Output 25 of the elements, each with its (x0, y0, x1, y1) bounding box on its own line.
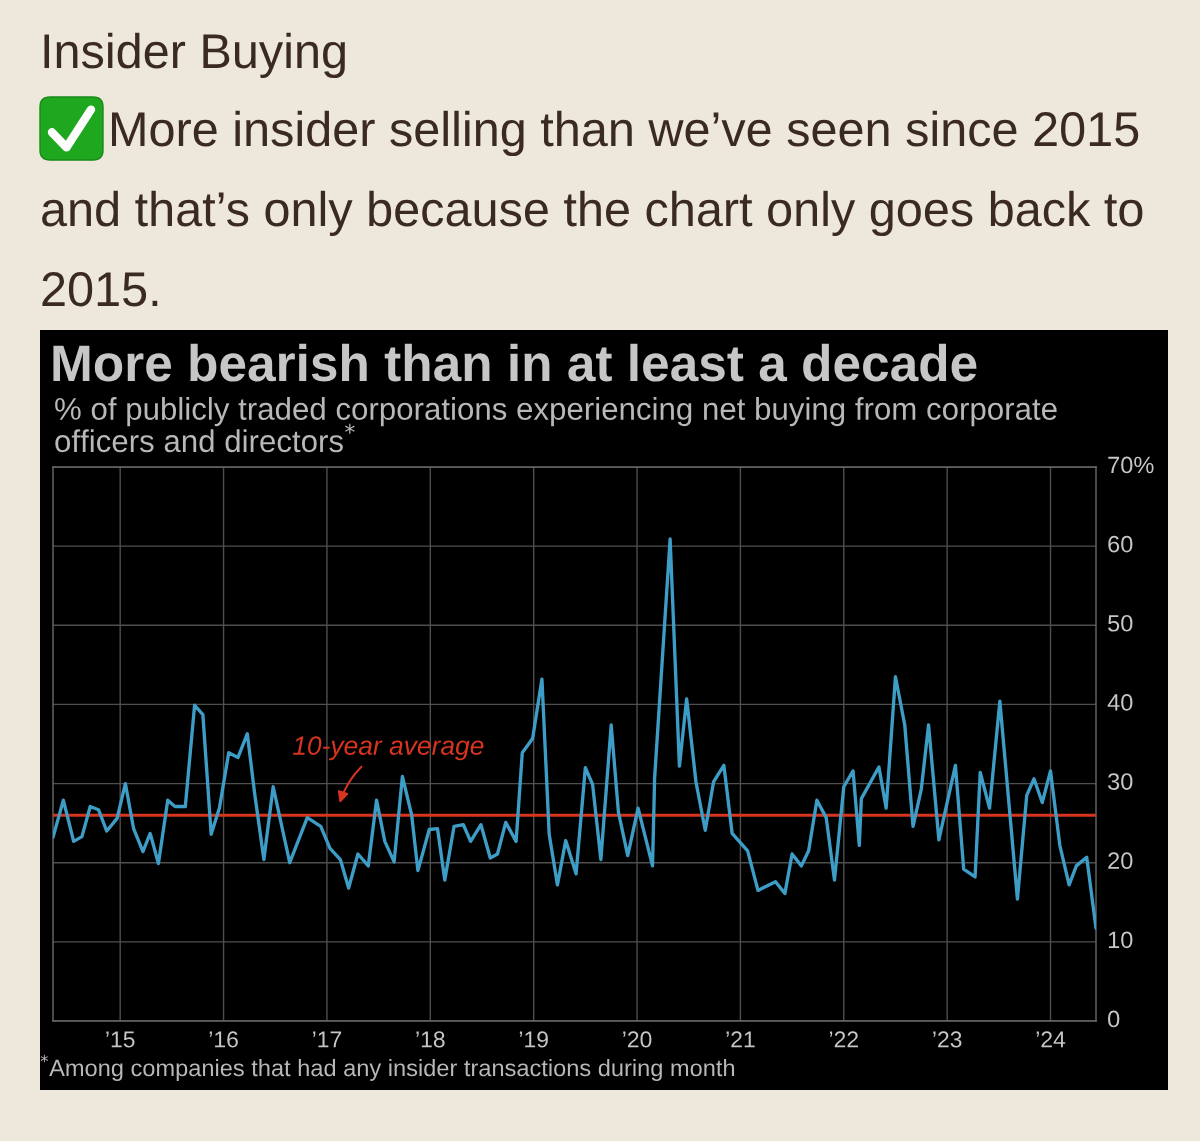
text: $^{*}$Among companies that had any insider transactions during month (40, 1054, 735, 1081)
x-tick-label: ’18 (416, 1031, 445, 1048)
x-tick-label: ’16 (209, 1031, 238, 1048)
text: More insider selling than we’ve seen since 2015 and that’s only because the chart only goes back to 2015. (42, 110, 1143, 307)
text: Insider Buying (44, 32, 345, 79)
x-tick-label: ’23 (933, 1031, 962, 1048)
y-tick-label: 20 (1108, 852, 1133, 870)
y-tick-label: 10 (1108, 931, 1133, 949)
y-tick-label: 60 (1108, 535, 1133, 553)
x-tick-label: ’20 (623, 1031, 652, 1048)
y-tick-label: 50 (1108, 614, 1133, 632)
y-tick-label: 0 (1108, 1010, 1120, 1028)
x-tick-label: ’17 (313, 1031, 342, 1048)
y-tick-label: 70% (1108, 456, 1154, 474)
y-tick-label: 40 (1107, 694, 1133, 711)
ref-line-label: 10-year average (292, 736, 484, 761)
chart-subtitle: % of publicly traded corporations experiencing net buying from corporate officers and directors$^{*}$ (55, 397, 1057, 453)
x-tick-label: ’21 (726, 1031, 755, 1048)
x-tick-label: ’24 (1036, 1031, 1066, 1048)
x-tick-label: ’15 (106, 1031, 135, 1048)
y-tick-label: 30 (1108, 773, 1133, 790)
x-tick-label: ’22 (829, 1031, 858, 1048)
line-series (53, 537, 1096, 931)
chart-title: More bearish than in at least a decade (53, 343, 977, 382)
x-tick-label: ’19 (519, 1031, 548, 1048)
